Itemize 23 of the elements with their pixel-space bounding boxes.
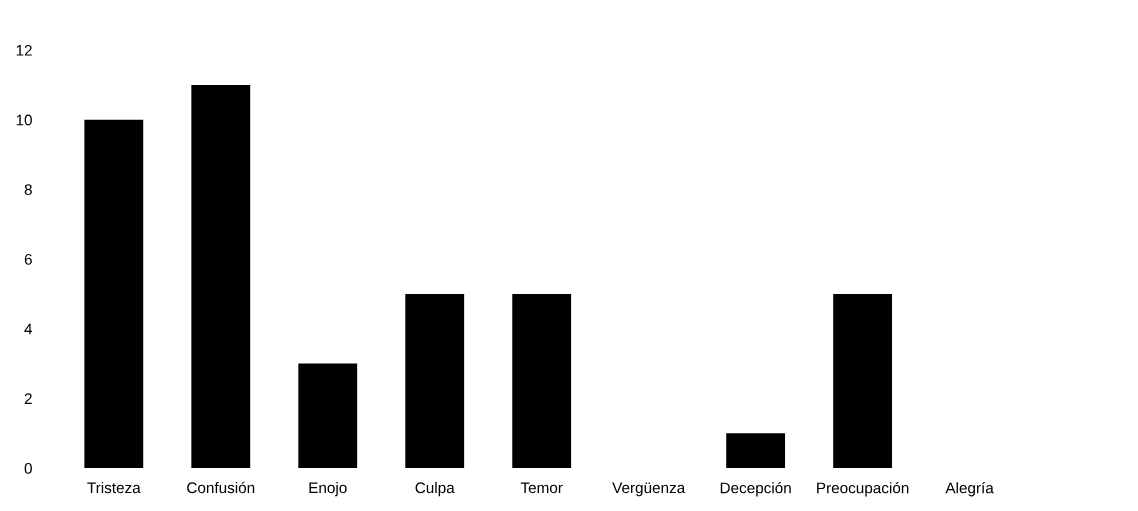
bar [726,433,786,469]
bar [833,293,893,469]
x-tick-label: Temor [520,482,563,494]
y-tick-label: 2 [24,393,32,404]
bar [512,293,572,469]
x-tick-label: Enojo [309,481,347,497]
y-tick-label: 8 [24,184,32,196]
x-tick-label: Tristeza [87,481,141,494]
bar [84,119,144,469]
x-tick-label: Alegría [945,481,994,497]
x-tick-label: Vergüenza [612,482,686,497]
x-tick-label: Preocupación [817,481,909,497]
y-tick-label: 12 [16,44,32,56]
y-tick-label: 4 [24,323,33,335]
y-tick-label: 6 [24,253,32,265]
bar [191,84,251,469]
x-tick-label: Culpa [415,481,455,497]
x-tick-label: Confusión [187,481,255,494]
bar [298,363,358,469]
x-tick-label: Decepción [720,481,791,497]
bar [405,293,465,469]
y-tick-label: 0 [24,462,32,474]
y-tick-label: 10 [16,114,32,126]
